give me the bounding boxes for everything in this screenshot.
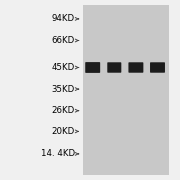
Text: 94KD: 94KD [52,14,75,23]
Text: 20KD: 20KD [51,127,75,136]
Text: 35KD: 35KD [51,85,75,94]
Text: 66KD: 66KD [51,36,75,45]
Bar [83,5,169,175]
FancyBboxPatch shape [129,62,143,73]
Text: 14. 4KD: 14. 4KD [40,149,75,158]
Text: 26KD: 26KD [51,106,75,115]
FancyBboxPatch shape [150,62,165,73]
FancyBboxPatch shape [107,62,121,73]
FancyBboxPatch shape [85,62,100,73]
Text: 45KD: 45KD [51,63,75,72]
